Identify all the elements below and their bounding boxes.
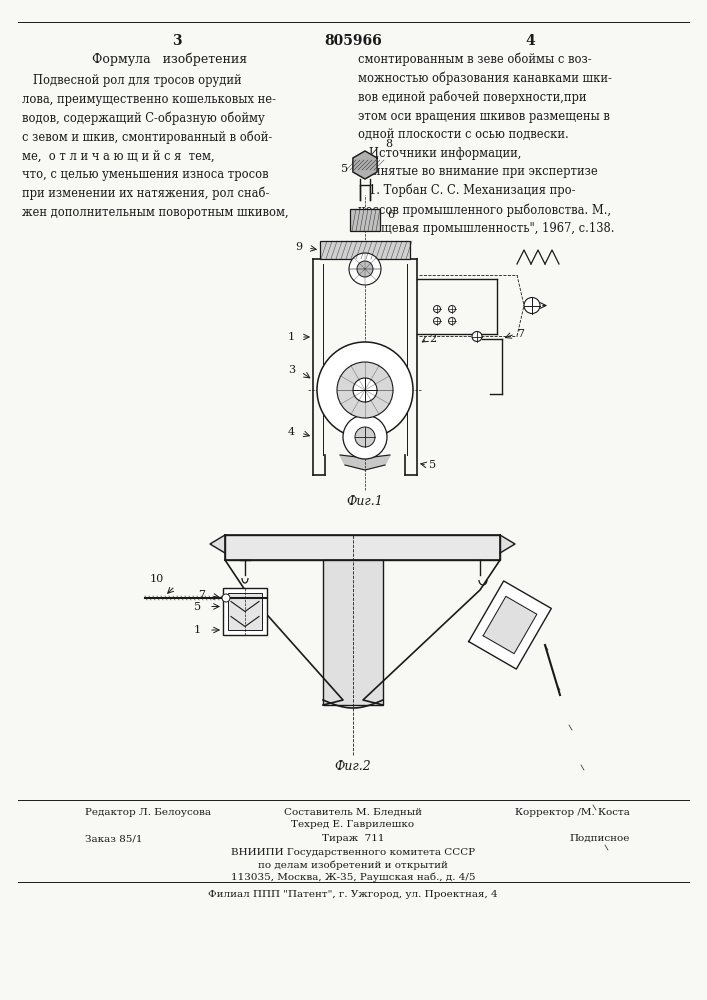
Circle shape xyxy=(433,306,440,312)
Text: по делам изобретений и открытий: по делам изобретений и открытий xyxy=(258,860,448,869)
Text: Формула   изобретения: Формула изобретения xyxy=(93,52,247,66)
Text: Филиал ППП "Патент", г. Ужгород, ул. Проектная, 4: Филиал ППП "Патент", г. Ужгород, ул. Про… xyxy=(208,890,498,899)
Text: Фиг.1: Фиг.1 xyxy=(346,495,383,508)
Text: 1: 1 xyxy=(194,625,201,635)
Polygon shape xyxy=(340,455,390,470)
Circle shape xyxy=(343,415,387,459)
Text: 2: 2 xyxy=(429,334,436,344)
Circle shape xyxy=(433,318,440,324)
Text: 6: 6 xyxy=(387,210,394,220)
Text: 5: 5 xyxy=(341,164,349,174)
Circle shape xyxy=(524,298,540,314)
Text: 1: 1 xyxy=(288,332,295,342)
Polygon shape xyxy=(353,151,377,179)
Circle shape xyxy=(337,362,393,418)
Text: Заказ 85/1: Заказ 85/1 xyxy=(85,834,143,843)
Text: 7: 7 xyxy=(517,329,524,339)
Bar xyxy=(223,588,267,635)
Circle shape xyxy=(472,332,482,342)
Text: 9: 9 xyxy=(295,242,302,252)
Text: Корректор /М. Коста: Корректор /М. Коста xyxy=(515,808,630,817)
Bar xyxy=(323,560,383,705)
Text: Подвесной рол для тросов орудий
лова, преимущественно кошельковых не-
водов, сод: Подвесной рол для тросов орудий лова, пр… xyxy=(22,74,288,219)
Text: 4: 4 xyxy=(525,34,535,48)
Text: Тираж  711: Тираж 711 xyxy=(322,834,384,843)
Text: 10: 10 xyxy=(150,574,164,584)
Text: ВНИИПИ Государственного комитета СССР: ВНИИПИ Государственного комитета СССР xyxy=(231,848,475,857)
Text: 5: 5 xyxy=(429,460,436,470)
Circle shape xyxy=(317,342,413,438)
Circle shape xyxy=(349,253,381,285)
Text: 7: 7 xyxy=(198,590,205,600)
Circle shape xyxy=(448,306,455,312)
Polygon shape xyxy=(483,596,537,654)
Text: Фиг.2: Фиг.2 xyxy=(334,760,371,773)
Text: Подписное: Подписное xyxy=(570,834,630,843)
Polygon shape xyxy=(210,535,225,553)
Text: Составитель М. Бледный: Составитель М. Бледный xyxy=(284,808,422,817)
Text: Редактор Л. Белоусова: Редактор Л. Белоусова xyxy=(85,808,211,817)
FancyBboxPatch shape xyxy=(320,241,410,259)
Bar xyxy=(228,593,262,630)
Circle shape xyxy=(355,427,375,447)
Circle shape xyxy=(448,318,455,324)
Circle shape xyxy=(357,261,373,277)
Text: смонтированным в зеве обоймы с воз-
можностью образования канавками шки-
вов еди: смонтированным в зеве обоймы с воз- можн… xyxy=(358,52,614,235)
Text: 4: 4 xyxy=(288,427,295,437)
Text: 8: 8 xyxy=(385,139,392,149)
Text: 805966: 805966 xyxy=(324,34,382,48)
Polygon shape xyxy=(469,581,551,669)
Text: 3: 3 xyxy=(173,34,182,48)
Circle shape xyxy=(353,378,377,402)
Text: 5: 5 xyxy=(194,601,201,611)
Bar xyxy=(225,535,500,560)
Circle shape xyxy=(222,594,230,602)
Polygon shape xyxy=(500,535,515,553)
Text: Техред Е. Гаврилешко: Техред Е. Гаврилешко xyxy=(291,820,414,829)
Text: 113035, Москва, Ж-35, Раушская наб., д. 4/5: 113035, Москва, Ж-35, Раушская наб., д. … xyxy=(230,872,475,882)
Bar xyxy=(350,209,380,231)
Text: 3: 3 xyxy=(288,365,295,375)
